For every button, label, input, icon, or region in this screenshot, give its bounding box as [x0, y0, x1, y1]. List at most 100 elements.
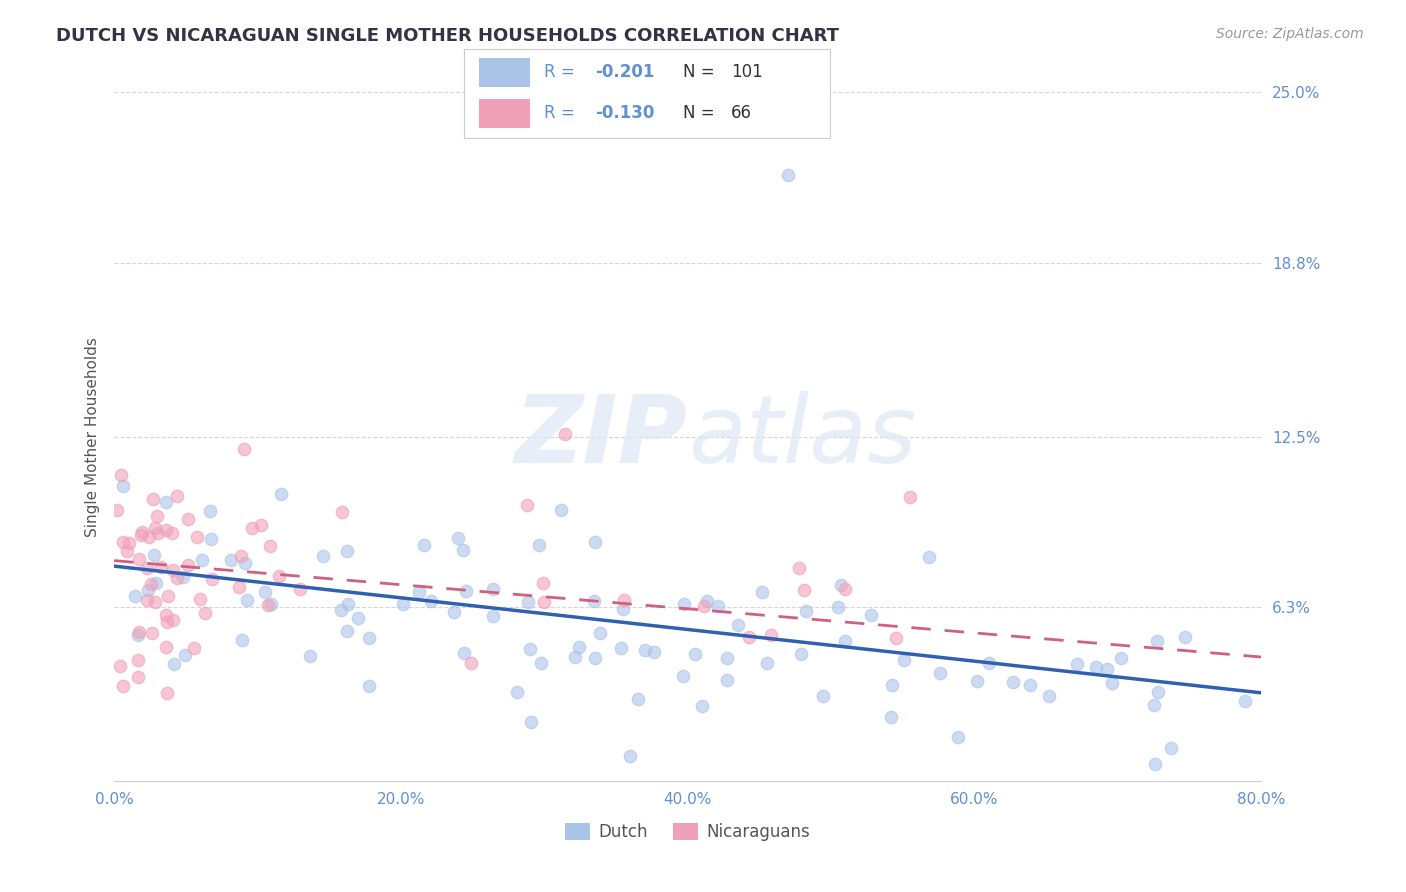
Point [672, 597, 695, 611]
Point [453, 646, 475, 660]
Point [564, 649, 586, 664]
Point [898, 491, 921, 505]
Point [129, 528, 152, 542]
Point [517, 595, 540, 609]
Point [751, 585, 773, 599]
Point [1234, 694, 1257, 708]
Point [143, 548, 166, 562]
Point [454, 584, 477, 599]
Point [707, 599, 730, 613]
Point [880, 710, 903, 724]
Point [110, 467, 132, 482]
Point [613, 593, 636, 607]
Point [146, 525, 169, 540]
Point [162, 526, 184, 541]
Point [155, 523, 177, 537]
Bar [478, 58, 530, 87]
Point [131, 525, 153, 540]
Point [112, 479, 135, 493]
Point [966, 674, 988, 689]
Point [156, 589, 179, 603]
Point [756, 656, 779, 670]
Point [583, 594, 606, 608]
Point [643, 645, 665, 659]
Point [128, 552, 150, 566]
Point [1146, 634, 1168, 648]
Point [155, 608, 177, 623]
Point [177, 511, 200, 525]
Point [139, 576, 162, 591]
Text: 66: 66 [731, 104, 752, 122]
Point [979, 657, 1001, 671]
Point [183, 640, 205, 655]
Point [162, 613, 184, 627]
Point [136, 583, 159, 598]
Text: R =: R = [544, 104, 581, 122]
Point [156, 615, 179, 630]
Point [115, 544, 138, 558]
Point [108, 658, 131, 673]
Bar [478, 99, 530, 128]
Point [141, 626, 163, 640]
Point [145, 509, 167, 524]
Point [413, 538, 436, 552]
Point [420, 593, 443, 607]
Point [166, 571, 188, 585]
Point [233, 442, 256, 456]
Point [830, 578, 852, 592]
Point [693, 599, 716, 614]
Text: R =: R = [544, 63, 581, 81]
Point [727, 618, 749, 632]
Point [619, 749, 641, 764]
Point [172, 570, 194, 584]
Point [696, 593, 718, 607]
Point [567, 640, 589, 655]
Point [166, 489, 188, 503]
Point [174, 648, 197, 662]
Point [683, 648, 706, 662]
Point [127, 628, 149, 642]
Point [177, 558, 200, 572]
Point [759, 628, 782, 642]
Point [529, 538, 551, 552]
Point [128, 624, 150, 639]
Point [929, 665, 952, 680]
Point [716, 673, 738, 687]
Point [859, 607, 882, 622]
Point [460, 656, 482, 670]
Point [794, 604, 817, 618]
Point [127, 670, 149, 684]
Point [1160, 741, 1182, 756]
Point [111, 679, 134, 693]
Point [627, 691, 650, 706]
Point [231, 632, 253, 647]
Point [191, 552, 214, 566]
Point [145, 595, 167, 609]
Point [834, 634, 856, 648]
Point [112, 535, 135, 549]
Text: -0.130: -0.130 [596, 104, 655, 122]
Point [789, 648, 811, 662]
Point [145, 521, 167, 535]
Point [505, 684, 527, 698]
Point [336, 624, 359, 638]
Point [519, 642, 541, 657]
Point [811, 690, 834, 704]
Point [200, 533, 222, 547]
Point [589, 625, 612, 640]
Point [554, 427, 576, 442]
Point [550, 503, 572, 517]
Point [186, 530, 208, 544]
Point [269, 569, 291, 583]
Point [1084, 660, 1107, 674]
Text: ZIP: ZIP [515, 391, 688, 483]
Point [145, 576, 167, 591]
Point [257, 598, 280, 612]
Point [228, 580, 250, 594]
Point [612, 602, 634, 616]
Point [918, 550, 941, 565]
Point [155, 640, 177, 654]
Point [481, 608, 503, 623]
Point [135, 560, 157, 574]
Point [1018, 678, 1040, 692]
